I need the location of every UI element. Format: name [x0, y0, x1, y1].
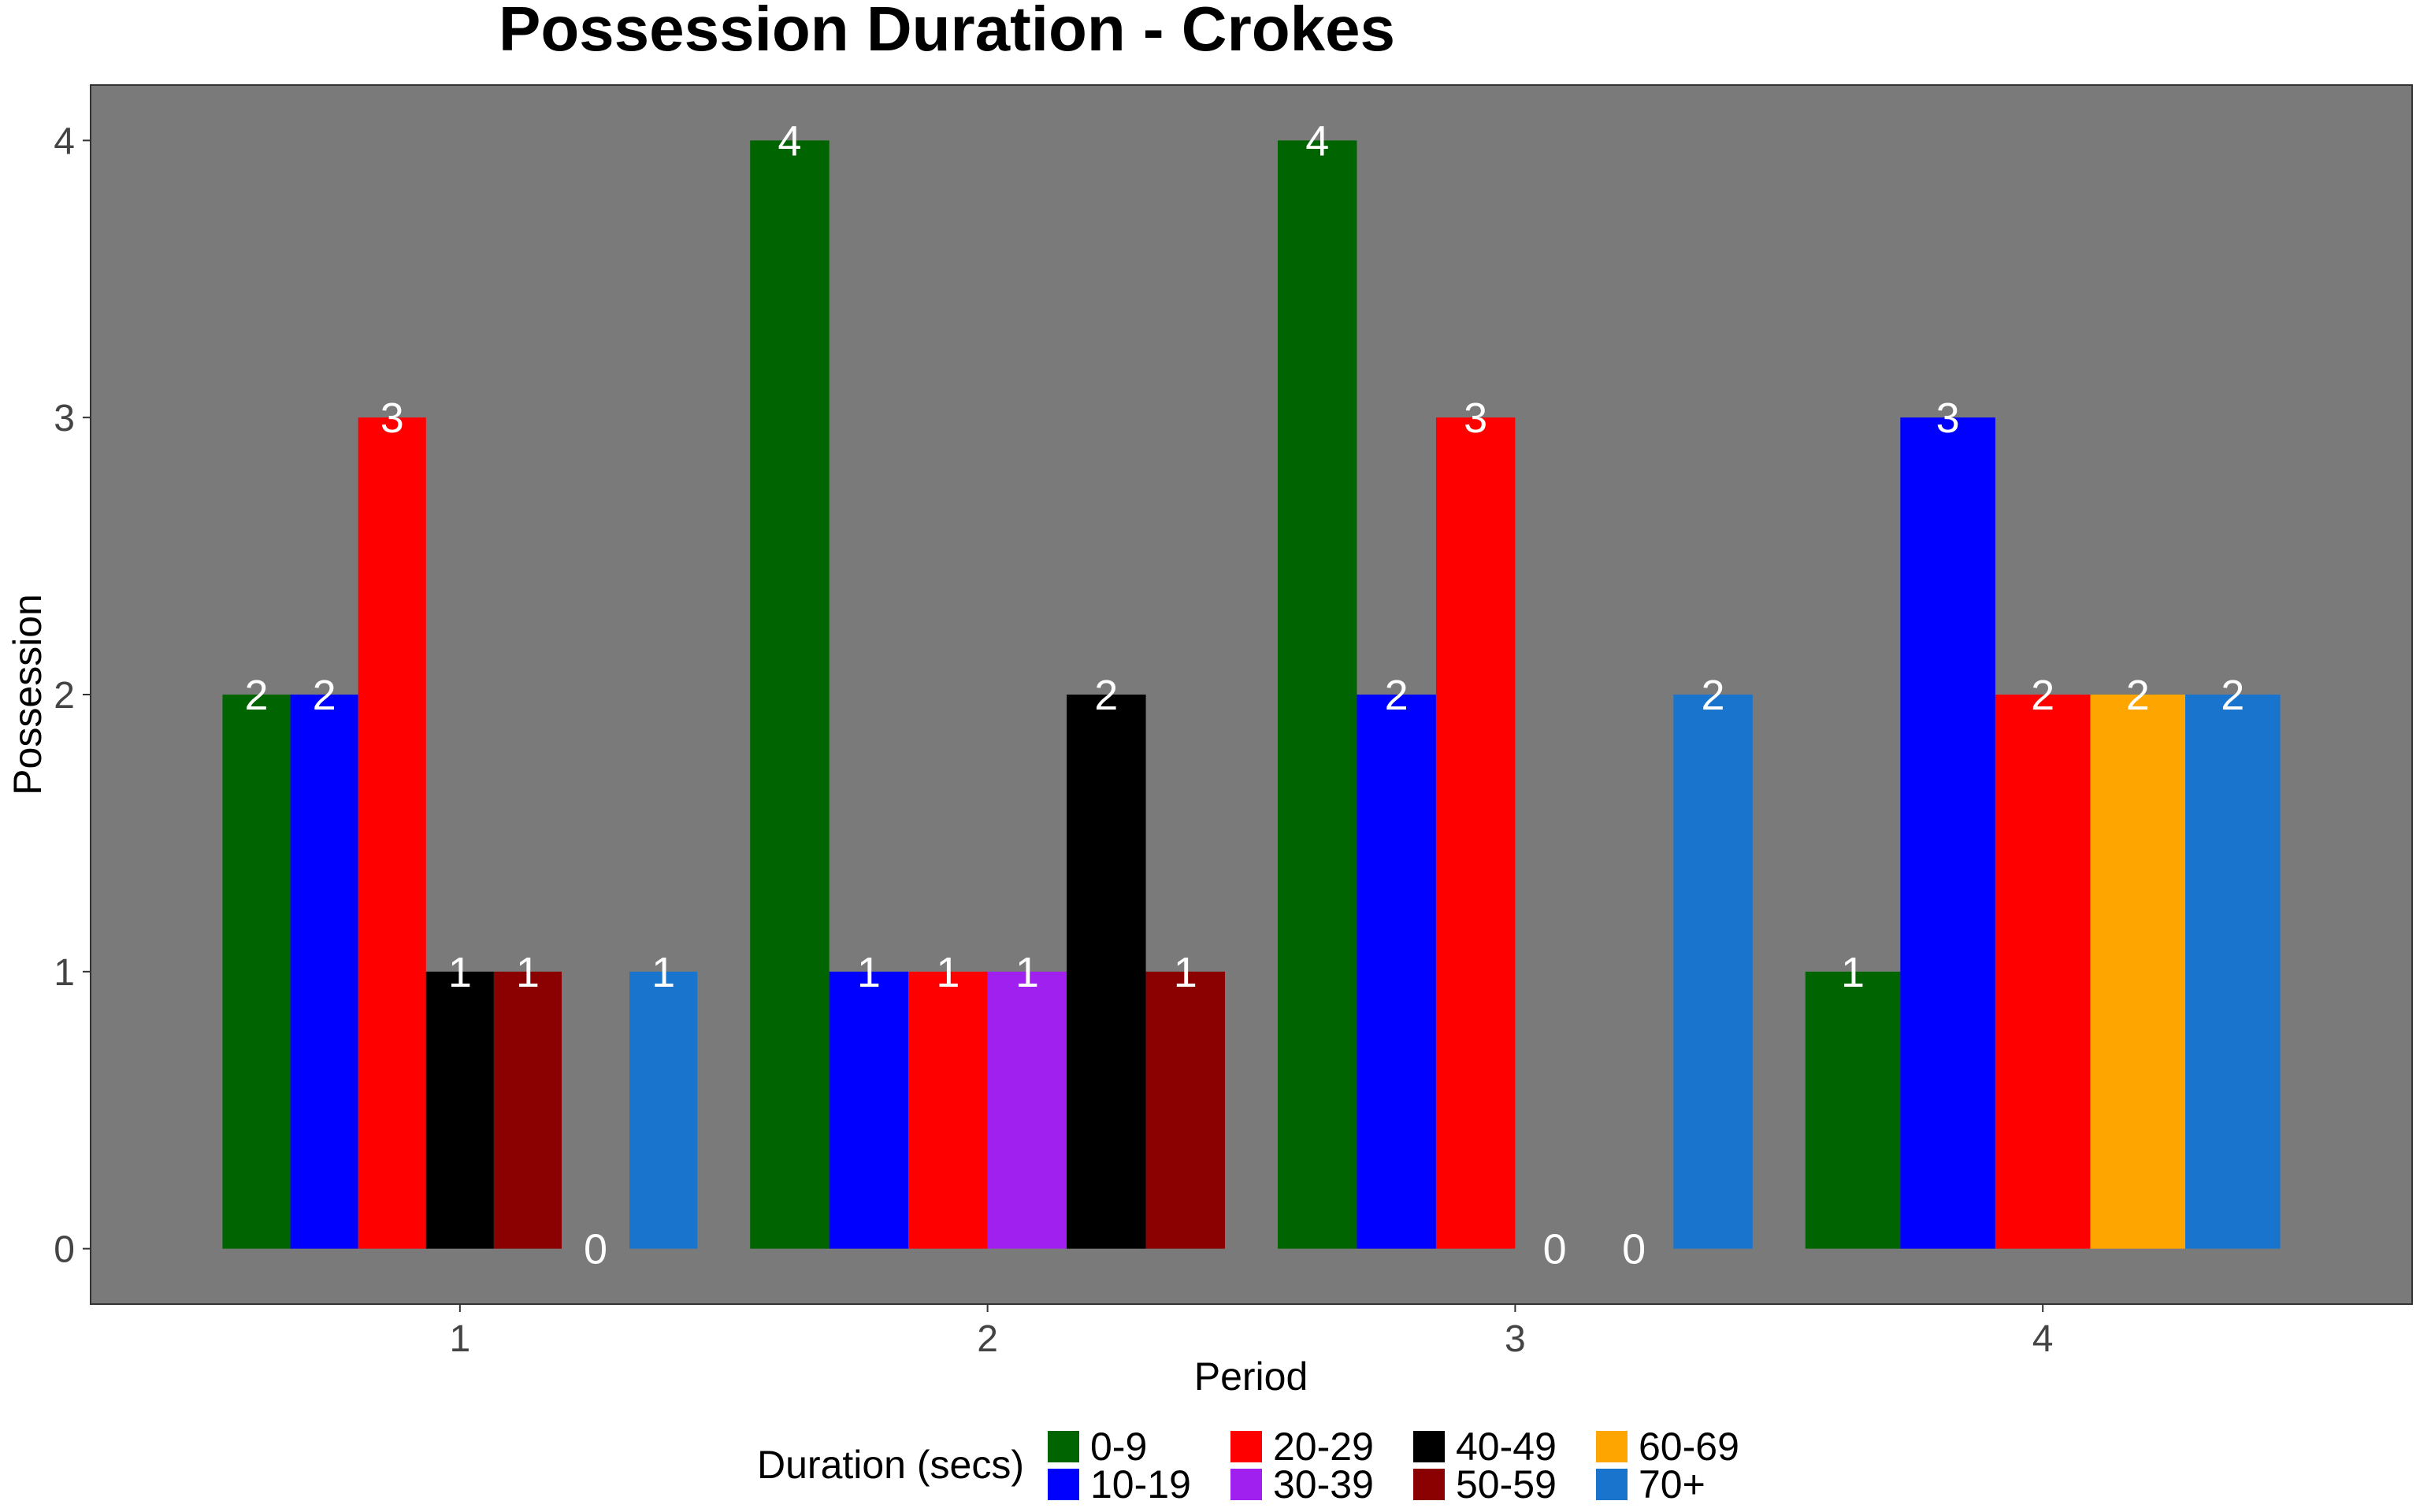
- y-tick-label: 1: [54, 952, 75, 994]
- bar-period-2-0-9: [750, 140, 830, 1249]
- legend-label-40-49: 40-49: [1456, 1425, 1557, 1469]
- legend-label-60-69: 60-69: [1639, 1425, 1739, 1469]
- y-tick-label: 4: [54, 120, 75, 162]
- bar-period-1-50-59: [493, 971, 562, 1249]
- bar-label-period-4-20-29: 2: [2031, 672, 2054, 719]
- bar-label-period-3-10-19: 2: [1385, 672, 1409, 719]
- bar-label-period-3-20-29: 3: [1464, 395, 1487, 442]
- bar-label-period-2-50-59: 1: [1174, 949, 1197, 996]
- bar-period-4-60-69: [2090, 695, 2185, 1249]
- legend-key-10-19: [1048, 1469, 1079, 1500]
- bar-period-1-20-29: [358, 417, 426, 1249]
- bar-label-period-1-10-19: 2: [313, 672, 336, 719]
- x-axis: 1 2 3 4: [449, 1304, 2054, 1360]
- bar-label-period-2-10-19: 1: [857, 949, 881, 996]
- legend-key-60-69: [1596, 1431, 1628, 1462]
- bar-label-period-4-0-9: 1: [1841, 949, 1865, 996]
- bar-label-period-1-20-29: 3: [380, 395, 404, 442]
- legend-label-70: 70+: [1639, 1462, 1706, 1506]
- bar-label-period-1-50-59: 1: [516, 949, 540, 996]
- bar-period-3-10-19: [1357, 695, 1436, 1249]
- legend-key-70: [1596, 1469, 1628, 1500]
- legend-label-50-59: 50-59: [1456, 1462, 1557, 1506]
- legend-key-30-39: [1230, 1469, 1262, 1500]
- bar-label-period-3-50-59: 0: [1622, 1226, 1646, 1273]
- bar-label-period-1-70: 1: [651, 949, 675, 996]
- bar-period-1-0-9: [222, 695, 291, 1249]
- chart-title: Possession Duration - Crokes: [499, 0, 1395, 64]
- bar-label-period-3-70: 2: [1702, 672, 1725, 719]
- y-tick-label: 2: [54, 675, 75, 717]
- bar-label-period-3-0-9: 4: [1305, 117, 1329, 165]
- y-tick-label: 3: [54, 398, 75, 439]
- bar-period-1-70: [629, 971, 698, 1249]
- bar-period-4-70: [2185, 695, 2281, 1249]
- bar-label-period-4-70: 2: [2221, 672, 2244, 719]
- bar-period-4-10-19: [1900, 417, 1995, 1249]
- bar-label-period-2-40-49: 2: [1094, 672, 1118, 719]
- legend-label-20-29: 20-29: [1273, 1425, 1374, 1469]
- bar-period-3-70: [1673, 695, 1753, 1249]
- bar-label-period-2-20-29: 1: [936, 949, 959, 996]
- legend-key-40-49: [1413, 1431, 1445, 1462]
- bar-period-1-40-49: [425, 971, 494, 1249]
- bar-period-1-10-19: [290, 695, 358, 1249]
- legend-key-0-9: [1048, 1431, 1079, 1462]
- bar-period-3-0-9: [1277, 140, 1357, 1249]
- x-tick-label: 2: [977, 1318, 998, 1360]
- legend-key-50-59: [1413, 1469, 1445, 1500]
- bar-label-period-4-60-69: 2: [2126, 672, 2150, 719]
- bar-label-period-4-10-19: 3: [1936, 395, 1960, 442]
- legend-label-30-39: 30-39: [1273, 1462, 1374, 1506]
- y-axis-title: Possession: [6, 594, 50, 795]
- bar-period-2-40-49: [1067, 695, 1146, 1249]
- bar-period-2-10-19: [829, 971, 909, 1249]
- legend-key-20-29: [1230, 1431, 1262, 1462]
- bar-period-3-20-29: [1435, 417, 1516, 1249]
- bar-label-period-1-40-49: 1: [448, 949, 472, 996]
- bar-period-2-30-39: [987, 971, 1067, 1249]
- bar-label-period-1-0-9: 2: [244, 672, 268, 719]
- x-tick-label: 3: [1505, 1318, 1526, 1360]
- x-tick-label: 1: [449, 1318, 470, 1360]
- y-axis: 0 1 2 3 4: [54, 120, 91, 1271]
- bar-period-4-0-9: [1805, 971, 1901, 1249]
- bar-period-4-20-29: [1995, 695, 2091, 1249]
- bar-label-period-3-40-49: 0: [1543, 1226, 1567, 1273]
- bar-period-2-50-59: [1145, 971, 1226, 1249]
- bar-label-period-2-30-39: 1: [1015, 949, 1039, 996]
- bar-label-period-2-0-9: 4: [778, 117, 801, 165]
- x-axis-title: Period: [1194, 1354, 1308, 1399]
- legend-label-10-19: 10-19: [1090, 1462, 1191, 1506]
- bar-label-period-1-60-69: 0: [584, 1226, 607, 1273]
- bars-group: [222, 140, 2281, 1249]
- x-tick-label: 4: [2032, 1318, 2054, 1360]
- legend-label-0-9: 0-9: [1090, 1425, 1147, 1469]
- bar-period-2-20-29: [908, 971, 988, 1249]
- legend-title: Duration (secs): [757, 1443, 1024, 1487]
- y-tick-label: 0: [54, 1229, 75, 1271]
